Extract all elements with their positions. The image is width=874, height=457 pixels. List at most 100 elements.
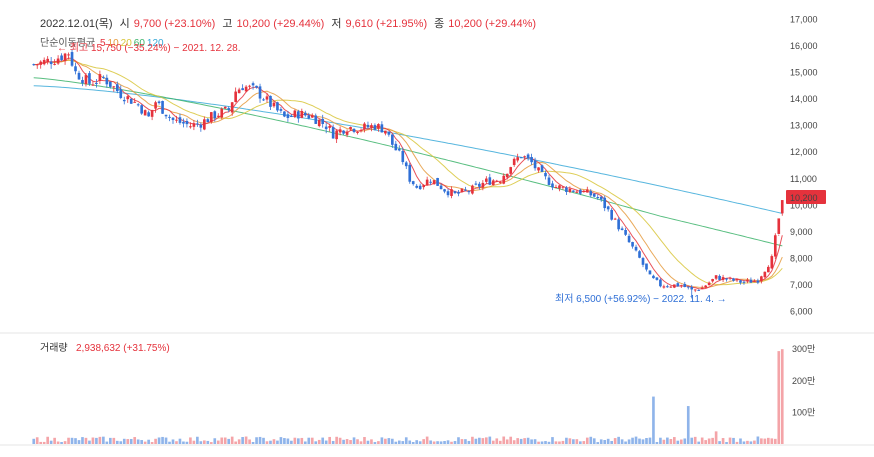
volume-bar	[707, 438, 711, 444]
volume-bar	[380, 437, 384, 444]
volume-bar	[283, 438, 286, 444]
candle-body	[780, 200, 784, 214]
volume-tick-label: 300만	[792, 344, 815, 354]
candle-body	[133, 101, 137, 103]
volume-bar	[666, 437, 669, 444]
candle-body	[203, 119, 206, 130]
volume-bar	[248, 439, 251, 444]
low-label: 저	[331, 18, 342, 30]
ma-periods: 5 10 20 60 120	[100, 38, 166, 49]
volume-bar	[728, 437, 732, 444]
candle-body	[67, 54, 70, 56]
candle-body	[248, 85, 251, 87]
volume-bar	[168, 441, 171, 444]
candle-body	[366, 124, 370, 128]
volume-bar	[182, 441, 185, 444]
candle-body	[509, 167, 513, 174]
volume-bar	[279, 437, 283, 444]
volume-bar	[443, 441, 446, 444]
candle-body	[617, 219, 620, 230]
volume-bar	[67, 437, 70, 444]
ohlc-header: 2022.12.01(목) 시 9,700 (+23.10%) 고 10,200 (…	[40, 15, 540, 31]
volume-bar	[397, 440, 401, 444]
candle-body	[154, 102, 157, 109]
volume-bar	[425, 436, 429, 444]
candle-body	[415, 185, 419, 188]
candle-body	[690, 286, 694, 290]
volume-bar	[81, 437, 84, 444]
volume-bar	[314, 441, 318, 444]
volume-bar	[303, 441, 307, 444]
candle-body	[241, 88, 244, 91]
candle-body	[276, 102, 279, 111]
volume-bar	[505, 439, 509, 444]
volume-bar	[592, 438, 596, 444]
volume-bar	[220, 437, 224, 444]
volume-bar	[178, 438, 182, 444]
volume-bar	[363, 437, 366, 444]
volume-bar	[185, 441, 189, 444]
volume-bar	[293, 437, 297, 444]
candle-body	[422, 185, 425, 188]
last-price-label: 10,200	[790, 193, 818, 203]
volume-bar	[422, 439, 425, 444]
last-price-tag	[786, 190, 826, 204]
candle-body	[627, 235, 631, 243]
volume-bar	[686, 406, 690, 444]
candle-body	[634, 246, 638, 251]
volume-bar	[432, 441, 436, 444]
volume-bar	[457, 437, 460, 444]
candle-body	[471, 185, 474, 194]
candle-body	[84, 75, 88, 85]
candle-body	[418, 185, 422, 190]
volume-bar	[189, 437, 192, 444]
ma-legend-label: 단순이동평균	[40, 38, 96, 49]
volume-bar	[112, 437, 116, 444]
volume-bar	[436, 441, 439, 444]
volume-bar	[498, 440, 502, 444]
candle-body	[596, 197, 600, 199]
candle-body	[659, 279, 662, 287]
candle-body	[711, 278, 714, 282]
candle-body	[582, 190, 586, 193]
volume-bar	[418, 441, 422, 444]
candle-body	[648, 270, 652, 275]
volume-bar	[196, 436, 199, 444]
candle-body	[283, 111, 286, 117]
candle-body	[223, 106, 227, 109]
volume-bar	[157, 437, 161, 444]
volume-bar	[676, 440, 680, 444]
candle-body	[728, 277, 732, 279]
candle-body	[189, 126, 192, 128]
candle-body	[143, 110, 147, 116]
candle-body	[307, 115, 311, 119]
ma5-line	[33, 57, 783, 290]
candle-body	[561, 186, 565, 188]
candle-body	[363, 123, 366, 130]
date-label: 2022.12.01(목)	[40, 18, 113, 30]
candle-body	[495, 180, 499, 182]
candle-body	[140, 105, 143, 114]
candle-body	[345, 131, 349, 135]
candle-body	[300, 110, 304, 118]
volume-bar	[721, 438, 725, 444]
candle-body	[199, 124, 203, 128]
volume-bar	[300, 437, 304, 444]
volume-bar	[679, 439, 683, 444]
volume-bar	[203, 440, 206, 444]
candle-body	[175, 119, 178, 121]
ma60-line	[33, 77, 783, 247]
candle-body	[220, 108, 224, 118]
candle-body	[575, 191, 579, 193]
volume-bar	[98, 436, 102, 444]
volume-bar	[526, 437, 530, 444]
candle-body	[391, 134, 394, 145]
candle-body	[39, 61, 43, 65]
candle-body	[331, 127, 335, 139]
volume-bar	[140, 440, 143, 444]
candle-body	[359, 130, 363, 132]
price-tick-label: 14,000	[790, 94, 818, 104]
candle-body	[206, 119, 210, 123]
volume-bar	[512, 440, 516, 444]
